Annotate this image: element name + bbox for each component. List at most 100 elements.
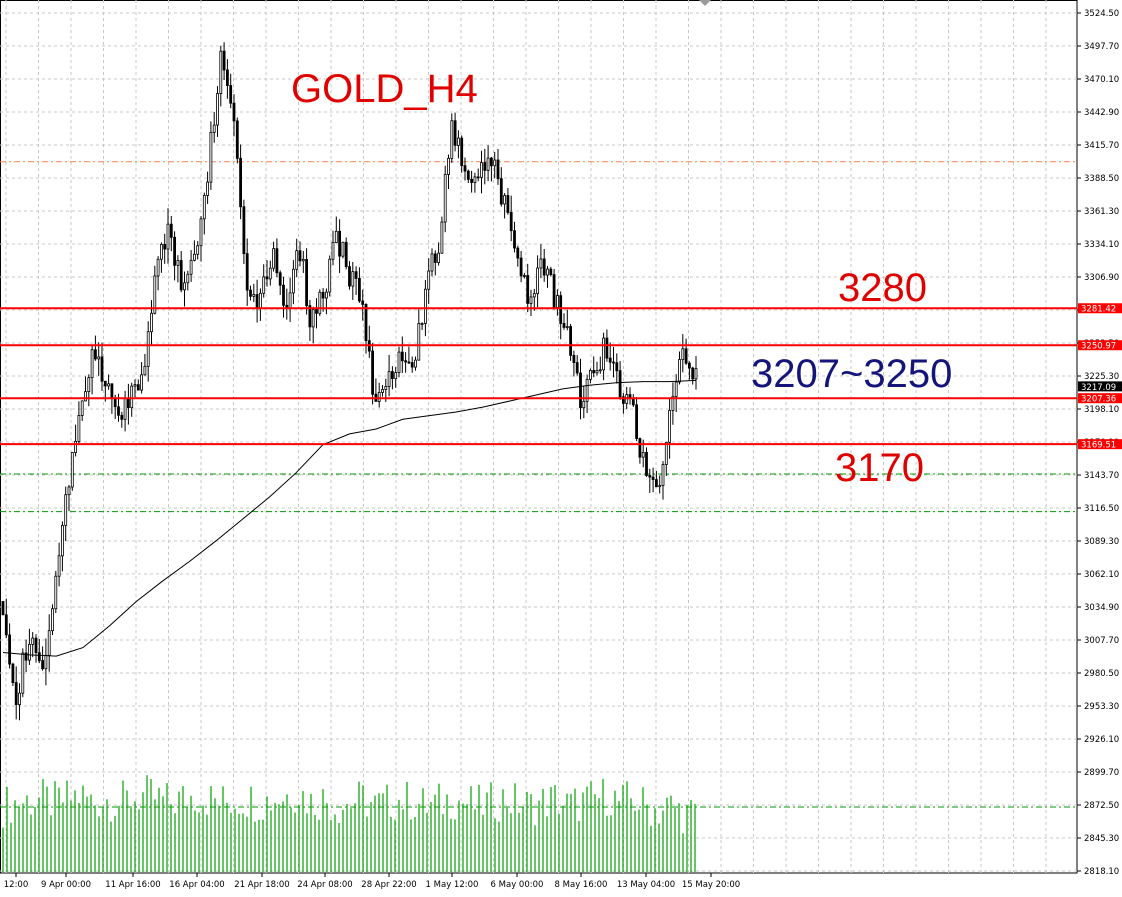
candle-body [47,630,51,656]
candle-body [249,289,252,297]
candle-body [136,384,140,391]
candle-body [298,250,302,262]
candle-body [196,245,200,255]
candle-body [589,369,592,380]
candle-body [117,406,120,416]
candle-body [433,253,437,263]
candle-body [245,253,249,291]
candle-body [486,157,490,171]
candle-body [67,486,71,496]
candle-body [334,230,338,243]
candle-body [229,85,233,104]
current-price-tag-text: 3217.09 [1081,383,1116,393]
candle-body [344,241,348,268]
candle-body [407,361,411,364]
candle-body [631,398,635,406]
y-tick-label: 2845.30 [1084,834,1119,844]
candle-body [140,374,144,391]
candle-body [694,368,698,380]
candle-body [348,266,351,287]
candle-body [4,614,8,636]
candle-body [456,137,460,146]
y-tick-label: 3470.10 [1084,75,1119,85]
candle-body [536,267,539,294]
candle-body [430,253,434,272]
level-price-tag-text: 3281.42 [1081,305,1116,315]
candle-body [103,380,107,387]
candle-body [595,370,599,374]
candle-body [513,230,516,249]
candle-body [417,323,421,361]
candle-body [64,494,68,526]
candle-body [156,258,160,277]
candle-body [258,292,262,309]
candle-body [602,337,605,371]
candle-body [476,176,480,179]
candle-body [123,398,127,420]
level-price-tag [1078,340,1122,351]
candle-body [14,682,18,706]
volume-bars [2,775,696,872]
candle-body [252,294,256,297]
moving-average-line [2,379,697,657]
candle-body [354,271,358,279]
candle-body [21,652,25,694]
candle-body [489,157,493,167]
level-label-3170: 3170 [835,446,924,490]
candle-body [556,295,559,308]
candle-body [519,257,523,277]
candle-body [655,479,658,488]
candle-body [295,250,299,270]
candle-body [678,359,681,383]
y-tick-label: 3089.30 [1084,537,1119,547]
candle-body [173,236,177,266]
candle-body [539,258,543,269]
level-price-tag [1078,303,1122,314]
x-tick-label: 9 Apr 00:00 [41,880,91,890]
candle-body [146,331,150,367]
candle-body [390,371,394,380]
candle-body [671,395,675,411]
candle-body [189,259,193,275]
candle-body [186,273,190,284]
candle-body [199,218,203,247]
candle-body [615,362,619,372]
candle-body [641,451,645,458]
y-tick-label: 3116.50 [1084,504,1119,514]
candle-body [684,348,688,364]
candle-body [516,247,520,259]
y-tick-label: 3442.90 [1084,108,1119,118]
candle-body [235,120,239,159]
candle-body [107,383,110,387]
candle-body [440,221,444,254]
y-tick-label: 3062.10 [1084,570,1119,580]
candle-body [225,69,229,86]
candle-body [565,326,569,328]
level-price-tag-text: 3207.36 [1081,395,1116,405]
y-tick-label: 2953.30 [1084,702,1119,712]
candle-body [176,260,180,266]
candle-body [41,660,44,670]
candle-body [506,195,510,213]
y-tick-label: 2818.10 [1084,867,1119,877]
candle-body [206,181,210,196]
candle-body [483,162,487,171]
candle-body [239,157,243,208]
candle-body [202,195,206,220]
candle-body [532,293,536,298]
candle-body [311,309,315,328]
level-price-tag-text: 3250.97 [1081,342,1116,352]
y-tick-label: 2980.50 [1084,669,1119,679]
candle-body [371,350,375,395]
candle-body [381,389,384,393]
candle-body [645,451,648,476]
candle-body [163,244,167,250]
candle-body [546,268,549,276]
grid [0,0,1077,873]
candle-body [423,288,427,324]
candle-body [648,475,652,478]
candle-body [562,323,566,328]
candle-body [192,253,196,261]
candle-body [473,176,477,183]
